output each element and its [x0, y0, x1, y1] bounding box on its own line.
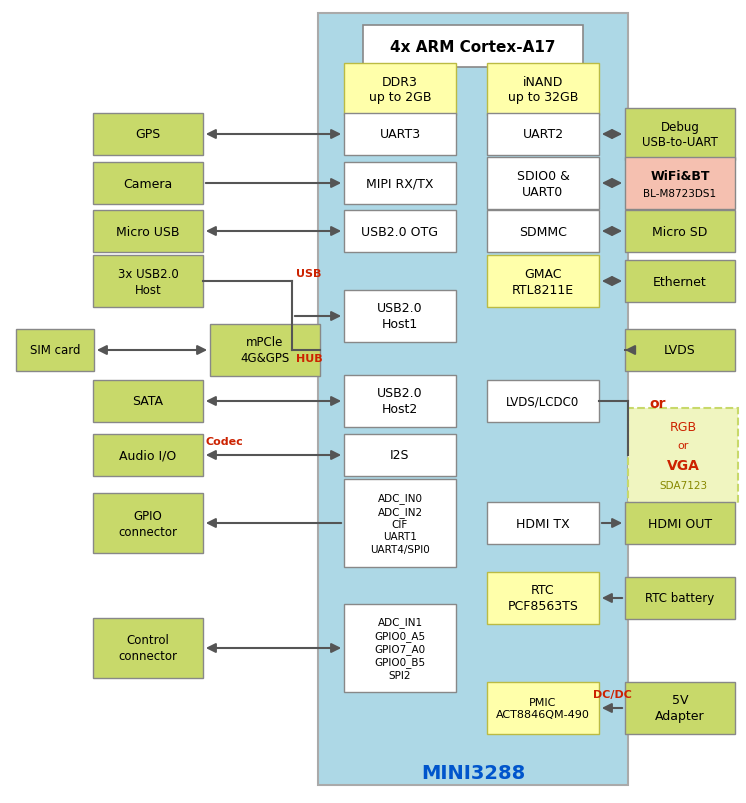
Text: VGA: VGA [667, 459, 700, 472]
FancyBboxPatch shape [344, 376, 456, 427]
FancyBboxPatch shape [625, 109, 735, 161]
Text: DDR3
up to 2GB: DDR3 up to 2GB [369, 75, 431, 104]
Text: 3x USB2.0
Host: 3x USB2.0 Host [118, 267, 178, 296]
Text: or: or [650, 397, 666, 410]
FancyBboxPatch shape [625, 683, 735, 734]
Text: MIPI RX/TX: MIPI RX/TX [366, 177, 433, 190]
FancyBboxPatch shape [487, 683, 599, 734]
FancyBboxPatch shape [487, 503, 599, 544]
Text: SDMMC: SDMMC [519, 225, 567, 238]
FancyBboxPatch shape [487, 210, 599, 253]
Text: USB2.0
Host2: USB2.0 Host2 [377, 387, 423, 416]
FancyBboxPatch shape [93, 493, 203, 553]
FancyBboxPatch shape [344, 64, 456, 116]
Text: SDIO0 &
UART0: SDIO0 & UART0 [516, 169, 569, 198]
Text: UART3: UART3 [380, 128, 421, 141]
Text: ADC_IN0
ADC_IN2
CIF
UART1
UART4/SPI0: ADC_IN0 ADC_IN2 CIF UART1 UART4/SPI0 [370, 493, 430, 554]
FancyBboxPatch shape [344, 114, 456, 156]
FancyBboxPatch shape [625, 577, 735, 619]
Text: MINI3288: MINI3288 [421, 764, 525, 783]
FancyBboxPatch shape [628, 408, 738, 503]
Text: 4x ARM Cortex-A17: 4x ARM Cortex-A17 [390, 39, 556, 55]
FancyBboxPatch shape [344, 163, 456, 205]
Text: UART2: UART2 [522, 128, 563, 141]
Text: 5V
Adapter: 5V Adapter [655, 694, 705, 723]
Text: RTC
PCF8563TS: RTC PCF8563TS [507, 584, 578, 613]
Text: GPS: GPS [135, 128, 160, 141]
FancyBboxPatch shape [625, 329, 735, 372]
Text: HDMI TX: HDMI TX [516, 517, 570, 530]
FancyBboxPatch shape [93, 210, 203, 253]
FancyBboxPatch shape [625, 261, 735, 303]
FancyBboxPatch shape [625, 158, 735, 210]
Text: RGB: RGB [669, 421, 697, 434]
Text: GPIO
connector: GPIO connector [119, 509, 178, 538]
FancyBboxPatch shape [363, 26, 583, 68]
Text: BL-M8723DS1: BL-M8723DS1 [644, 189, 717, 199]
FancyBboxPatch shape [344, 604, 456, 692]
FancyBboxPatch shape [318, 14, 628, 785]
Text: USB2.0 OTG: USB2.0 OTG [362, 225, 439, 238]
Text: GMAC
RTL8211E: GMAC RTL8211E [512, 267, 574, 296]
FancyBboxPatch shape [93, 163, 203, 205]
Text: HDMI OUT: HDMI OUT [648, 517, 712, 530]
FancyBboxPatch shape [344, 479, 456, 567]
Text: or: or [677, 441, 689, 450]
FancyBboxPatch shape [93, 434, 203, 476]
Text: iNAND
up to 32GB: iNAND up to 32GB [508, 75, 578, 104]
FancyBboxPatch shape [93, 255, 203, 308]
Text: SDA7123: SDA7123 [659, 480, 707, 491]
Text: SIM card: SIM card [30, 344, 81, 357]
FancyBboxPatch shape [487, 64, 599, 116]
Text: ADC_IN1
GPIO0_A5
GPIO7_A0
GPIO0_B5
SPI2: ADC_IN1 GPIO0_A5 GPIO7_A0 GPIO0_B5 SPI2 [374, 617, 425, 680]
FancyBboxPatch shape [344, 210, 456, 253]
FancyBboxPatch shape [487, 255, 599, 308]
FancyBboxPatch shape [16, 329, 94, 372]
Text: LVDS/LCDC0: LVDS/LCDC0 [507, 395, 580, 408]
Text: I2S: I2S [390, 449, 410, 462]
Text: USB2.0
Host1: USB2.0 Host1 [377, 302, 423, 331]
FancyBboxPatch shape [487, 573, 599, 624]
FancyBboxPatch shape [625, 503, 735, 544]
Text: Audio I/O: Audio I/O [119, 449, 177, 462]
FancyBboxPatch shape [487, 381, 599, 422]
Text: Micro SD: Micro SD [652, 225, 708, 238]
Text: LVDS: LVDS [664, 344, 696, 357]
Text: Control
connector: Control connector [119, 634, 178, 662]
Text: DC/DC: DC/DC [592, 689, 631, 699]
Text: Ethernet: Ethernet [653, 275, 707, 288]
FancyBboxPatch shape [625, 210, 735, 253]
FancyBboxPatch shape [210, 324, 320, 377]
FancyBboxPatch shape [344, 291, 456, 343]
Text: PMIC
ACT8846QM-490: PMIC ACT8846QM-490 [496, 697, 590, 719]
Text: HUB: HUB [296, 353, 322, 364]
FancyBboxPatch shape [93, 618, 203, 679]
Text: USB: USB [296, 269, 322, 279]
FancyBboxPatch shape [93, 381, 203, 422]
Text: Codec: Codec [205, 437, 242, 446]
Text: RTC battery: RTC battery [645, 592, 715, 605]
Text: Camera: Camera [123, 177, 172, 190]
Text: Micro USB: Micro USB [116, 225, 180, 238]
FancyBboxPatch shape [93, 114, 203, 156]
FancyBboxPatch shape [487, 114, 599, 156]
Text: Debug
USB-to-UART: Debug USB-to-UART [642, 120, 718, 149]
FancyBboxPatch shape [344, 434, 456, 476]
Text: mPCle
4G&GPS: mPCle 4G&GPS [240, 336, 289, 365]
Text: WiFi&BT: WiFi&BT [651, 169, 709, 182]
FancyBboxPatch shape [487, 158, 599, 210]
Text: SATA: SATA [133, 395, 163, 408]
